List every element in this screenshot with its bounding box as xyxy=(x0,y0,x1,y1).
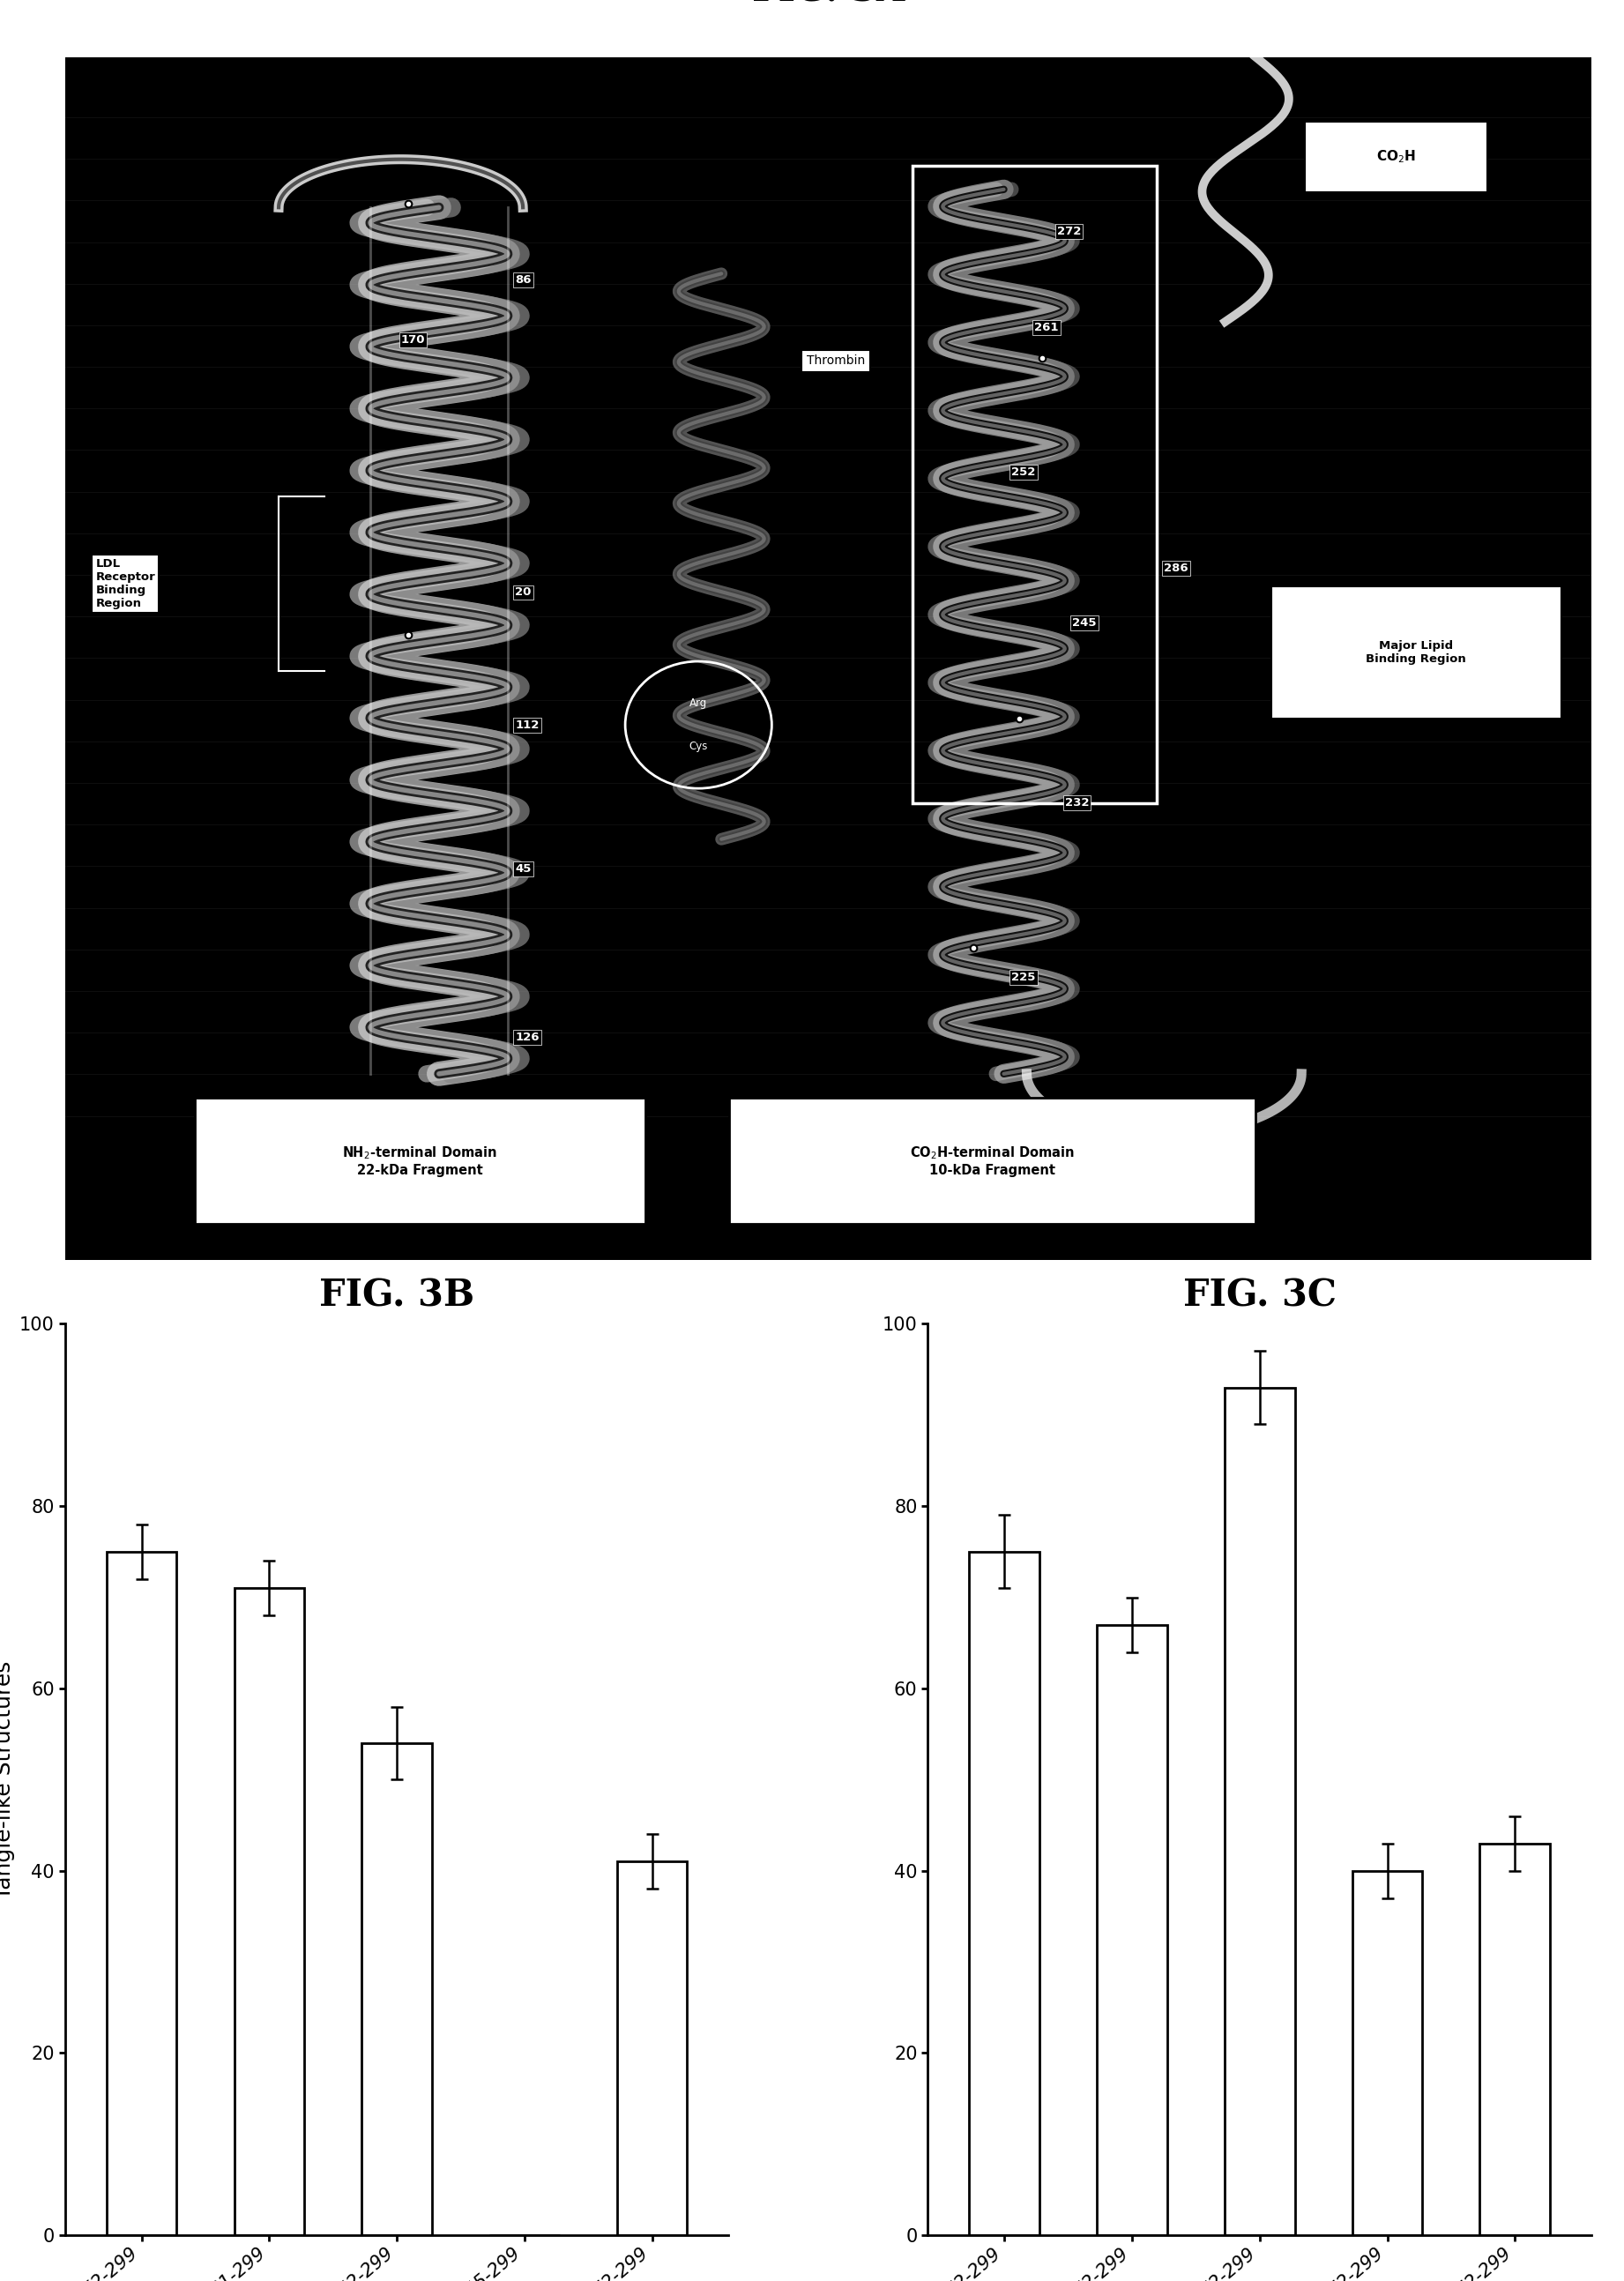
Text: CO$_2$H-terminal Domain
10-kDa Fragment: CO$_2$H-terminal Domain 10-kDa Fragment xyxy=(909,1145,1075,1177)
Text: 272: 272 xyxy=(1057,226,1082,237)
Text: 261: 261 xyxy=(1034,322,1059,333)
Text: 86: 86 xyxy=(515,274,531,285)
Title: FIG. 3B: FIG. 3B xyxy=(320,1277,474,1314)
Text: Thrombin: Thrombin xyxy=(807,354,866,367)
Bar xyxy=(617,1861,687,2235)
Bar xyxy=(1304,121,1488,192)
Bar xyxy=(1224,1387,1294,2235)
Text: CO$_2$H: CO$_2$H xyxy=(1376,148,1416,164)
Bar xyxy=(1272,586,1561,719)
Text: 286: 286 xyxy=(1164,563,1189,575)
Text: 170: 170 xyxy=(401,333,425,344)
Text: LDL
Receptor
Binding
Region: LDL Receptor Binding Region xyxy=(96,559,156,609)
Bar xyxy=(1479,1843,1549,2235)
Title: FIG. 3C: FIG. 3C xyxy=(1182,1277,1337,1314)
Text: 45: 45 xyxy=(515,864,531,876)
Text: 225: 225 xyxy=(1012,972,1036,983)
Bar xyxy=(913,164,1156,803)
Bar xyxy=(195,1097,645,1225)
Bar xyxy=(234,1588,304,2235)
Text: NH$_2$-terminal Domain
22-kDa Fragment: NH$_2$-terminal Domain 22-kDa Fragment xyxy=(343,1145,497,1177)
Text: Cys: Cys xyxy=(689,741,708,753)
Bar xyxy=(729,1097,1255,1225)
Text: 252: 252 xyxy=(1012,465,1036,479)
Bar xyxy=(970,1551,1039,2235)
Text: 232: 232 xyxy=(1065,798,1090,810)
Text: Arg: Arg xyxy=(690,698,708,709)
Text: 20: 20 xyxy=(515,586,531,598)
Text: 126: 126 xyxy=(515,1031,539,1042)
Bar xyxy=(1096,1624,1168,2235)
Text: FIG. 3A: FIG. 3A xyxy=(752,0,905,9)
Text: 245: 245 xyxy=(1072,616,1096,627)
Text: Major Lipid
Binding Region: Major Lipid Binding Region xyxy=(1366,641,1466,666)
Bar xyxy=(107,1551,177,2235)
Y-axis label: % of Cells Containing
Tangle-like Structures: % of Cells Containing Tangle-like Struct… xyxy=(0,1661,15,1898)
Text: 112: 112 xyxy=(515,719,539,730)
Bar xyxy=(362,1743,432,2235)
Bar xyxy=(1353,1870,1423,2235)
